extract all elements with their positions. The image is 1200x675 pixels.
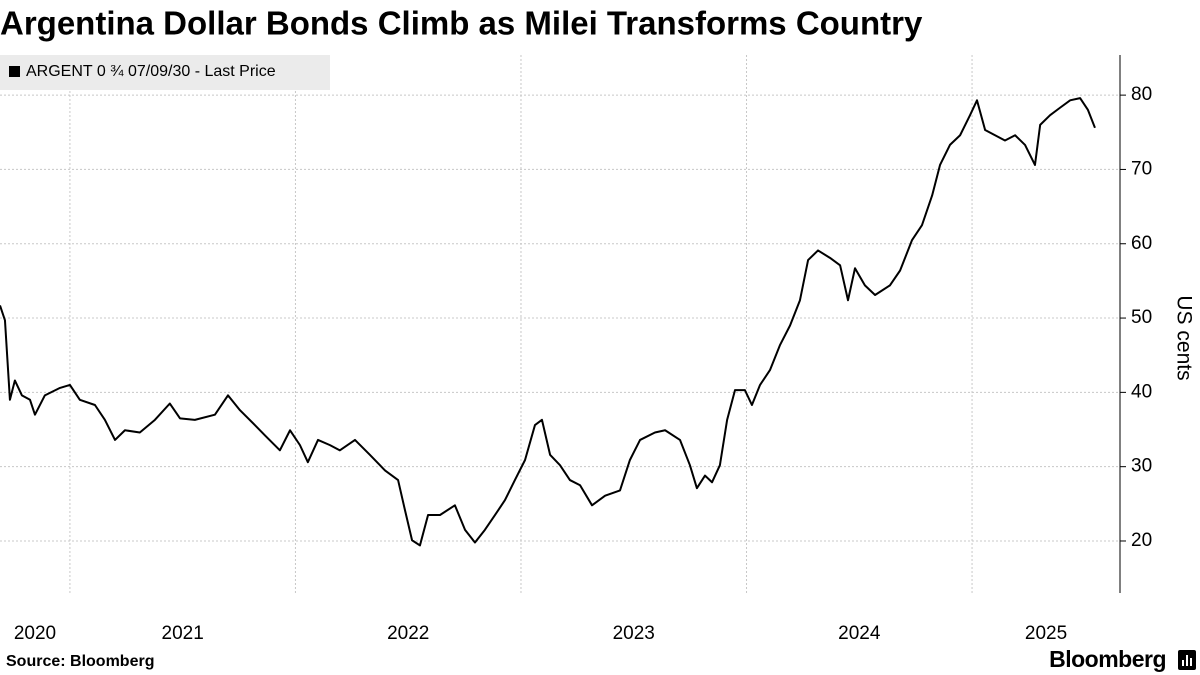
y-tick-label: 50 xyxy=(1131,307,1152,328)
y-tick-label: 40 xyxy=(1131,381,1152,402)
chart-title: Argentina Dollar Bonds Climb as Milei Tr… xyxy=(0,5,923,42)
y-tick-label: 80 xyxy=(1131,84,1152,105)
y-tick-label: 70 xyxy=(1131,158,1152,179)
legend-box xyxy=(0,55,330,90)
legend-swatch xyxy=(9,66,20,77)
y-axis-title: US cents xyxy=(1172,295,1195,380)
brand-logo: Bloomberg xyxy=(1049,646,1166,672)
x-tick-label: 2021 xyxy=(162,623,204,644)
price-line xyxy=(0,97,1096,547)
legend-label: ARGENT 0 ¾ 07/09/30 - Last Price xyxy=(26,63,276,80)
source: Source: Bloomberg xyxy=(6,653,154,670)
brand-icon xyxy=(1178,650,1196,670)
x-tick-label: 2020 xyxy=(14,623,56,644)
y-tick-label: 60 xyxy=(1131,233,1152,254)
x-tick-label: 2022 xyxy=(387,623,429,644)
x-tick-label: 2023 xyxy=(613,623,655,644)
x-tick-label: 2024 xyxy=(838,623,881,644)
y-tick-label: 20 xyxy=(1131,530,1152,551)
y-tick-label: 30 xyxy=(1131,456,1152,477)
x-tick-label: 2025 xyxy=(1025,623,1067,644)
